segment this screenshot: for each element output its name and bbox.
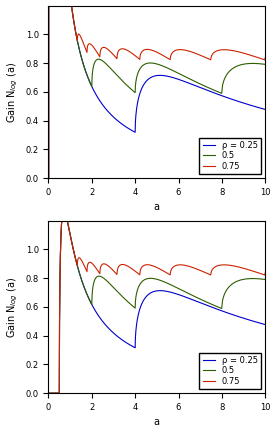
0.75 bbox=[47, 391, 50, 396]
0.5 bbox=[248, 61, 252, 66]
0.5 bbox=[264, 277, 267, 282]
0.75 bbox=[47, 391, 50, 396]
X-axis label: a: a bbox=[154, 202, 160, 212]
ρ = 0.25 bbox=[47, 175, 50, 181]
Y-axis label: Gain N$_{log}$ (a): Gain N$_{log}$ (a) bbox=[6, 276, 20, 338]
0.5 bbox=[47, 391, 50, 396]
Line: 0.75: 0.75 bbox=[49, 210, 265, 393]
0.5 bbox=[47, 175, 50, 181]
Line: ρ = 0.25: ρ = 0.25 bbox=[49, 0, 265, 178]
0.5 bbox=[248, 276, 252, 281]
ρ = 0.25 bbox=[264, 107, 267, 112]
Legend: ρ = 0.25, 0.5, 0.75: ρ = 0.25, 0.5, 0.75 bbox=[199, 353, 261, 389]
0.75 bbox=[47, 391, 50, 396]
0.75 bbox=[248, 268, 252, 273]
0.5 bbox=[47, 391, 50, 396]
0.75 bbox=[47, 175, 50, 181]
ρ = 0.25 bbox=[47, 391, 50, 396]
0.75 bbox=[48, 391, 52, 396]
Line: 0.5: 0.5 bbox=[49, 0, 265, 178]
ρ = 0.25 bbox=[47, 175, 50, 181]
ρ = 0.25 bbox=[47, 391, 50, 396]
0.5 bbox=[48, 391, 52, 396]
0.5 bbox=[264, 62, 267, 67]
ρ = 0.25 bbox=[47, 391, 51, 396]
0.75 bbox=[264, 270, 267, 275]
ρ = 0.25 bbox=[62, 207, 65, 213]
Line: 0.5: 0.5 bbox=[49, 210, 265, 393]
ρ = 0.25 bbox=[264, 322, 267, 327]
ρ = 0.25 bbox=[47, 175, 50, 181]
ρ = 0.25 bbox=[47, 391, 50, 396]
0.75 bbox=[47, 175, 50, 181]
0.75 bbox=[47, 391, 50, 396]
0.5 bbox=[47, 391, 50, 396]
0.5 bbox=[62, 207, 65, 213]
0.5 bbox=[47, 175, 50, 181]
Line: 0.75: 0.75 bbox=[49, 0, 265, 178]
0.5 bbox=[47, 175, 50, 181]
0.5 bbox=[47, 175, 50, 181]
0.75 bbox=[248, 52, 252, 58]
Legend: ρ = 0.25, 0.5, 0.75: ρ = 0.25, 0.5, 0.75 bbox=[199, 138, 261, 174]
ρ = 0.25 bbox=[248, 318, 252, 323]
0.75 bbox=[264, 55, 267, 61]
X-axis label: a: a bbox=[154, 417, 160, 427]
0.75 bbox=[47, 391, 51, 396]
Y-axis label: Gain N$_{log}$ (a): Gain N$_{log}$ (a) bbox=[6, 61, 20, 123]
ρ = 0.25 bbox=[47, 175, 50, 181]
0.75 bbox=[47, 175, 50, 181]
0.5 bbox=[47, 391, 50, 396]
ρ = 0.25 bbox=[248, 103, 252, 108]
0.75 bbox=[47, 175, 50, 181]
ρ = 0.25 bbox=[47, 391, 50, 396]
ρ = 0.25 bbox=[48, 391, 52, 396]
0.75 bbox=[62, 207, 65, 213]
0.5 bbox=[47, 391, 51, 396]
Line: ρ = 0.25: ρ = 0.25 bbox=[49, 210, 265, 393]
